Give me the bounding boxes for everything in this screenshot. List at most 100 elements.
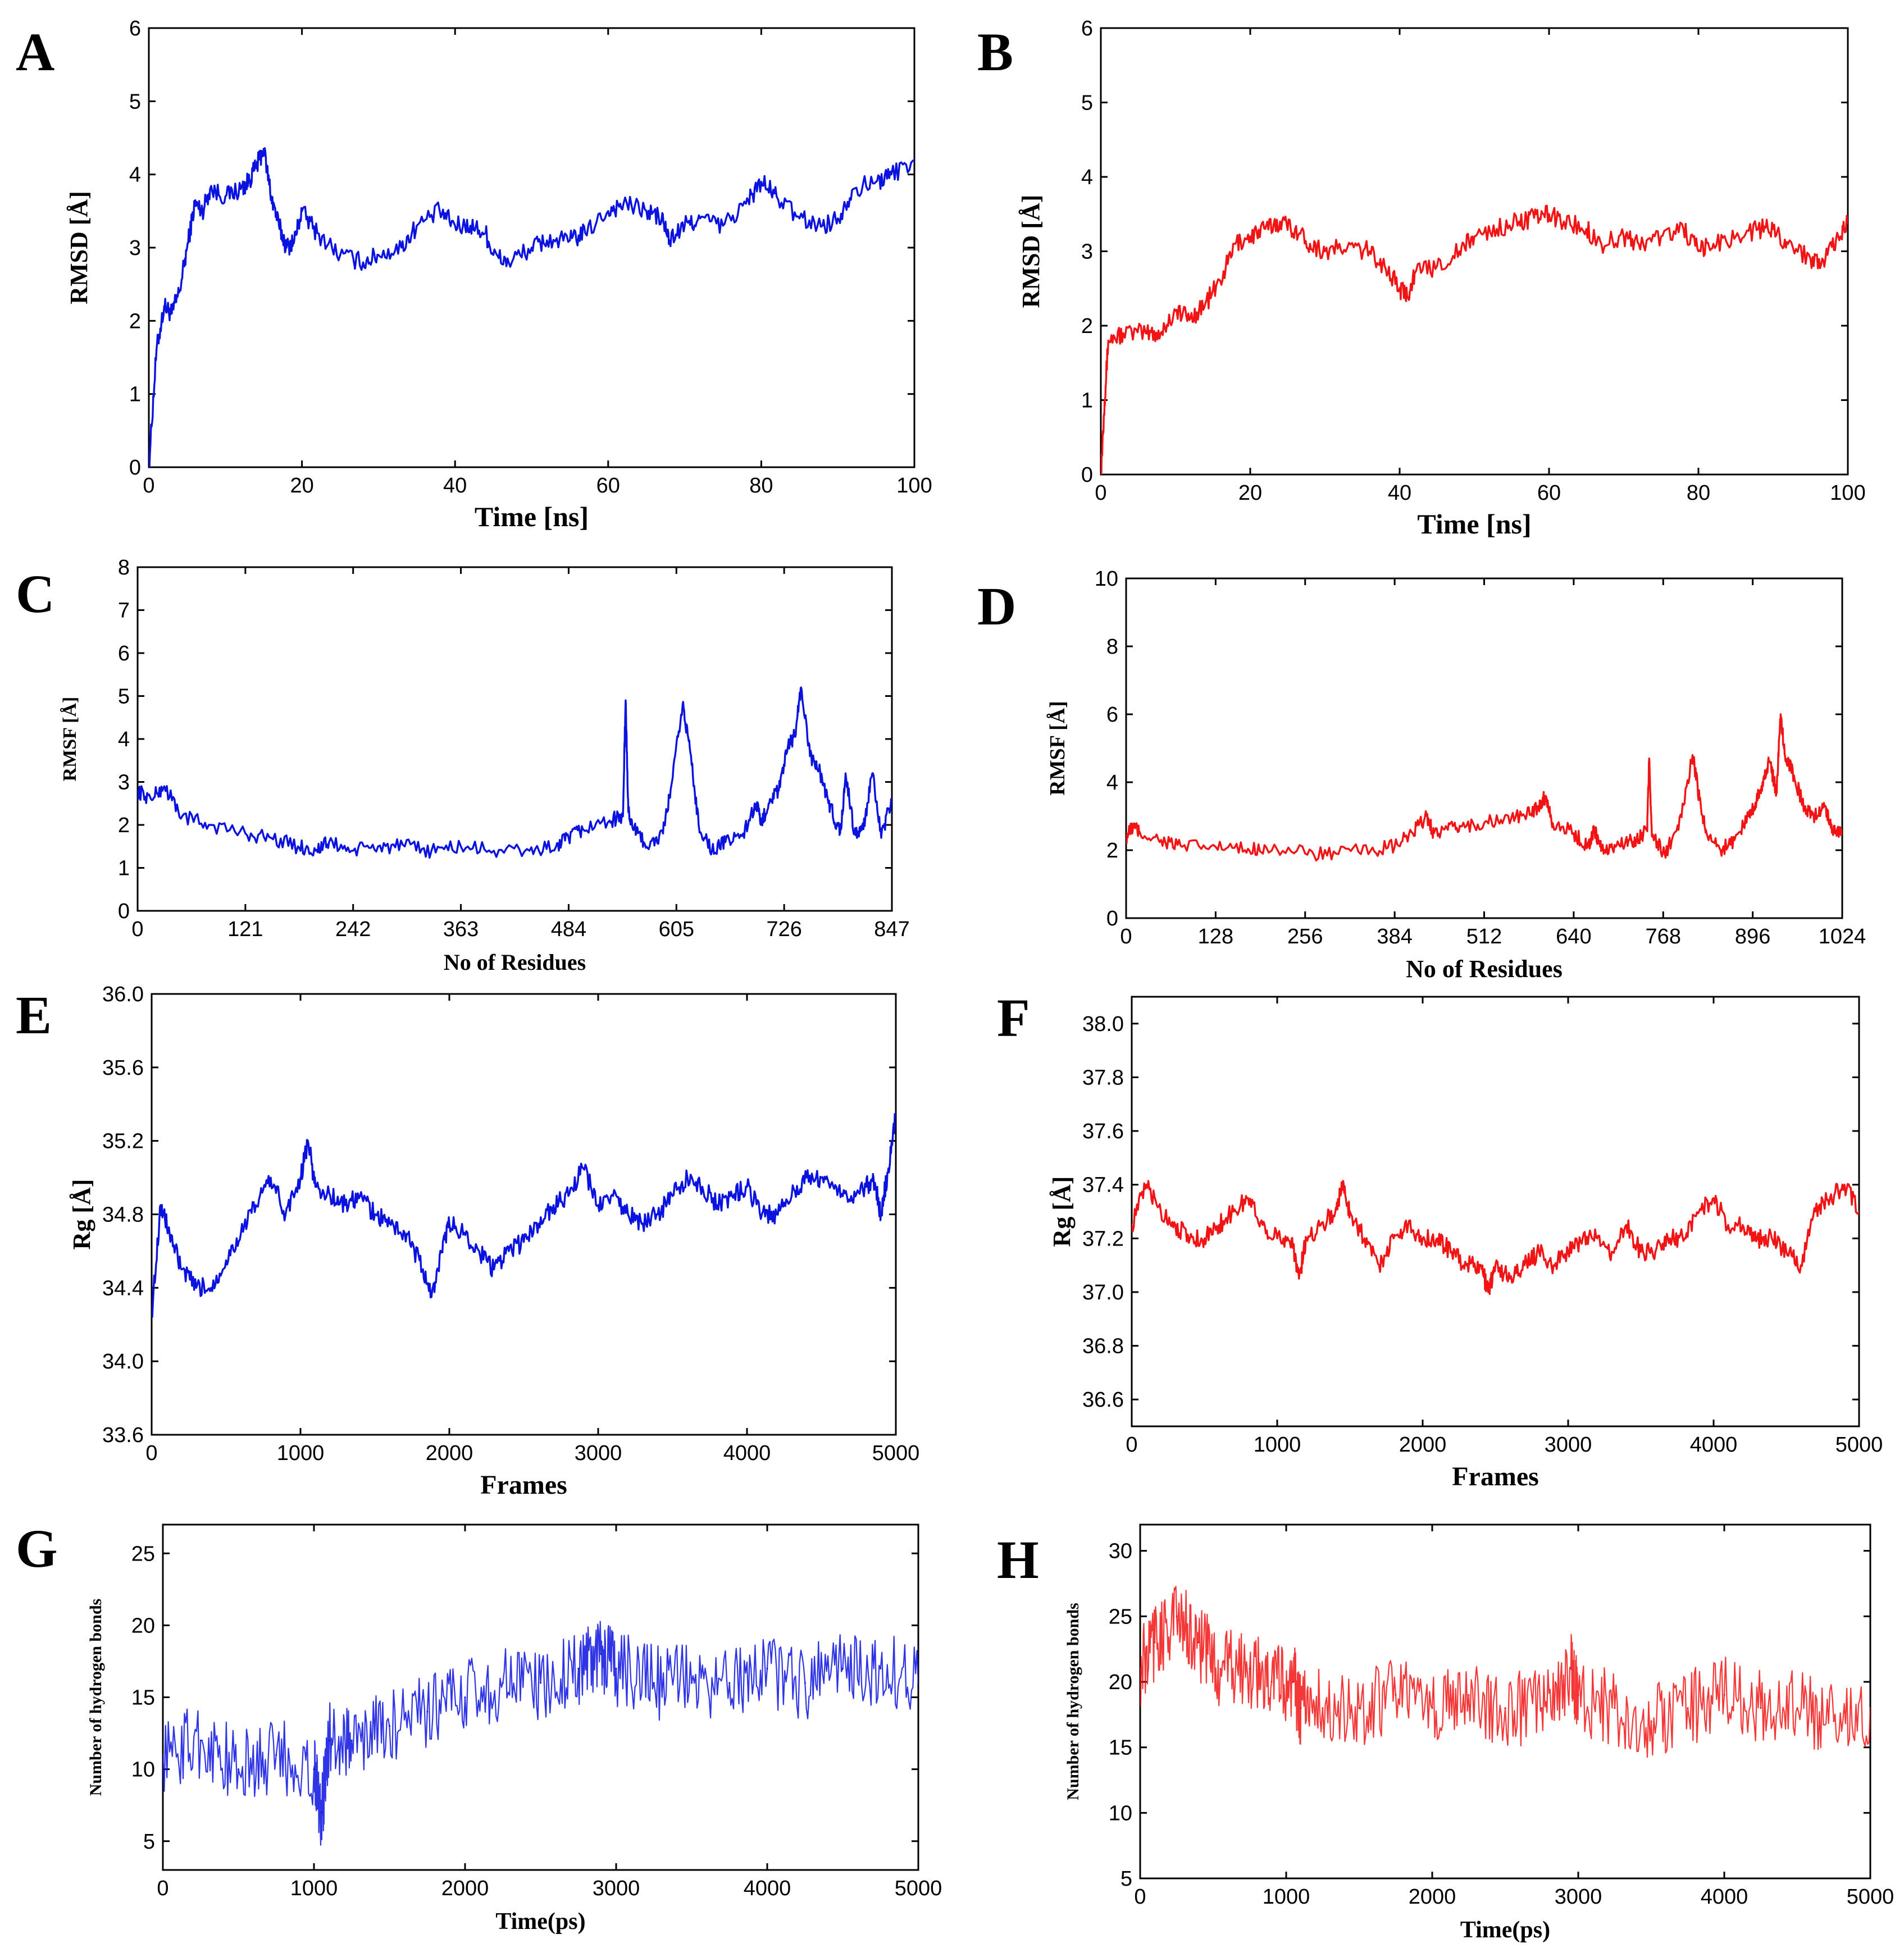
data-point-a — [852, 188, 854, 190]
panel-h: H 0 1000 2000 3000 4000 5000 5 10 15 20 25 30 Time(ps… — [997, 1523, 1894, 1943]
data-point-d — [1636, 839, 1638, 841]
data-point-a — [209, 188, 211, 190]
y-tick-label: 0 — [1081, 463, 1093, 487]
data-point-a — [224, 195, 226, 198]
data-point-c — [794, 733, 796, 736]
data-point-c — [681, 704, 684, 706]
data-point-b — [1346, 247, 1349, 249]
data-point-d — [1132, 825, 1134, 828]
x-tick-label: 0 — [1134, 1885, 1146, 1909]
data-point-h — [1760, 1707, 1762, 1709]
y-tick-label: 1 — [118, 857, 130, 881]
data-point-b — [1279, 221, 1281, 222]
data-point-e — [168, 1231, 171, 1234]
y-tick-label: 2 — [1106, 839, 1118, 863]
data-point-e — [344, 1204, 346, 1206]
data-point-c — [529, 850, 531, 852]
data-point-e — [776, 1214, 778, 1215]
data-point-e — [731, 1195, 733, 1197]
data-point-h — [1468, 1694, 1470, 1696]
data-point-e — [508, 1250, 510, 1252]
data-point-b — [1159, 332, 1161, 334]
data-point-b — [1563, 221, 1565, 222]
data-point-b — [1414, 272, 1416, 275]
data-point-b — [1810, 258, 1811, 260]
data-point-b — [1757, 228, 1759, 230]
x-tick-label: 2000 — [441, 1877, 489, 1900]
data-point-a — [270, 195, 272, 198]
data-point-d — [1601, 849, 1603, 851]
data-point-d — [1793, 774, 1795, 777]
data-point-d — [1769, 761, 1770, 763]
x-tick-label: 5000 — [1847, 1885, 1894, 1909]
data-point-d — [1126, 836, 1127, 838]
data-point-e — [821, 1176, 822, 1179]
data-point-h — [1577, 1694, 1579, 1696]
series-line-g — [163, 1621, 918, 1846]
plot-frame-c — [136, 566, 893, 912]
data-point-c — [622, 815, 624, 818]
data-point-f — [1800, 1264, 1802, 1266]
data-point-d — [1733, 839, 1736, 841]
plot-frame-b — [1100, 27, 1849, 476]
data-point-e — [152, 1314, 153, 1316]
data-point-d — [1552, 822, 1554, 824]
data-point-a — [531, 247, 532, 249]
data-point-d — [1803, 808, 1806, 810]
data-point-g — [842, 1667, 844, 1669]
data-point-a — [622, 203, 625, 205]
y-tick-label: 6 — [118, 642, 130, 665]
y-axis-label-e: Rg [Å] — [68, 1179, 95, 1250]
data-point-d — [1139, 832, 1141, 834]
data-point-d — [1629, 839, 1630, 841]
x-tick-label: 5000 — [1835, 1433, 1883, 1457]
data-point-a — [684, 225, 686, 227]
x-tick-label: 128 — [1198, 925, 1233, 948]
data-point-d — [1244, 849, 1246, 851]
x-tick-label: 4000 — [723, 1441, 771, 1465]
data-point-e — [160, 1204, 162, 1206]
data-point-e — [612, 1195, 614, 1197]
data-point-b — [1174, 310, 1177, 312]
data-point-d — [1678, 829, 1680, 831]
series-line-h — [1140, 1585, 1870, 1758]
y-tick-label: 5 — [118, 685, 130, 709]
data-point-e — [389, 1222, 391, 1225]
y-axis-label-b: RMSD [Å] — [1017, 195, 1045, 308]
data-point-c — [880, 837, 882, 839]
data-point-b — [1309, 243, 1311, 245]
data-point-h — [1197, 1641, 1200, 1644]
data-point-h — [1869, 1707, 1870, 1709]
data-point-d — [1214, 846, 1217, 848]
data-point-f — [1698, 1211, 1700, 1212]
data-point-a — [699, 217, 701, 220]
data-point-d — [1646, 829, 1648, 831]
data-point-e — [374, 1214, 376, 1215]
plot-frame-f — [1131, 996, 1860, 1427]
data-point-g — [691, 1682, 693, 1684]
plot-frame-g — [162, 1523, 919, 1871]
x-tick-label: 726 — [766, 918, 801, 941]
x-axis-label-e: Frames — [480, 1470, 567, 1500]
data-point-c — [827, 798, 829, 800]
data-point-b — [1458, 250, 1460, 252]
series-line-f — [1132, 1180, 1859, 1295]
x-axis-label-c: No of Residues — [444, 950, 586, 975]
data-point-e — [835, 1185, 837, 1188]
data-point-c — [181, 815, 183, 818]
data-point-d — [1719, 849, 1721, 851]
data-point-e — [567, 1195, 570, 1197]
x-axis-label-f: Frames — [1452, 1462, 1539, 1491]
data-point-e — [657, 1214, 659, 1215]
data-point-e — [307, 1140, 309, 1142]
data-point-d — [1461, 825, 1463, 828]
data-point-e — [225, 1259, 227, 1261]
data-point-f — [1771, 1237, 1773, 1239]
data-point-g — [577, 1667, 580, 1669]
y-tick-label: 5 — [1081, 92, 1093, 115]
x-tick-label: 605 — [659, 918, 694, 941]
x-tick-label: 768 — [1646, 925, 1681, 948]
data-point-g — [804, 1682, 806, 1684]
data-point-a — [776, 195, 778, 198]
data-point-a — [485, 232, 487, 234]
